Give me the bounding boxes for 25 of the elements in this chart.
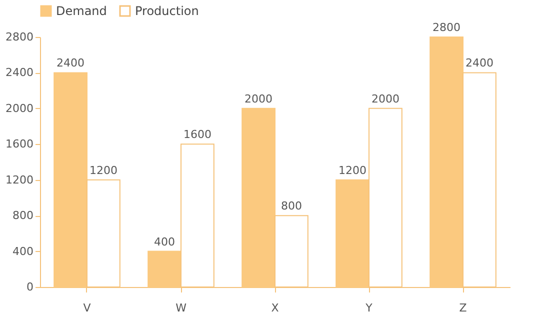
y-tick-label: 1600	[6, 138, 34, 151]
data-label: 1600	[183, 128, 212, 142]
x-tick-label: X	[271, 302, 280, 314]
x-tick-label: Y	[364, 302, 373, 314]
y-tick-label: 2800	[6, 30, 34, 44]
legend-label: Production	[135, 4, 199, 18]
legend-label: Demand	[56, 4, 107, 18]
data-label: 800	[280, 200, 302, 213]
y-tick-label: 400	[12, 244, 34, 258]
data-label: 2800	[432, 21, 461, 34]
y-tick-label: 1200	[6, 173, 34, 186]
x-tick-label: V	[83, 302, 92, 314]
data-label: 2400	[465, 56, 494, 70]
data-label: 400	[154, 235, 176, 248]
y-tick-label: 2400	[6, 66, 34, 80]
data-label: 1200	[338, 164, 367, 177]
data-label: 1200	[89, 164, 118, 177]
data-label: 2000	[371, 92, 400, 106]
data-label: 2400	[56, 56, 85, 70]
x-tick-label: Z	[459, 302, 468, 314]
y-tick-label: 0	[26, 280, 34, 294]
y-tick-label: 2000	[6, 102, 34, 115]
data-label: 2000	[244, 92, 273, 106]
x-tick-label: W	[176, 302, 187, 314]
y-tick-label: 800	[12, 209, 34, 222]
